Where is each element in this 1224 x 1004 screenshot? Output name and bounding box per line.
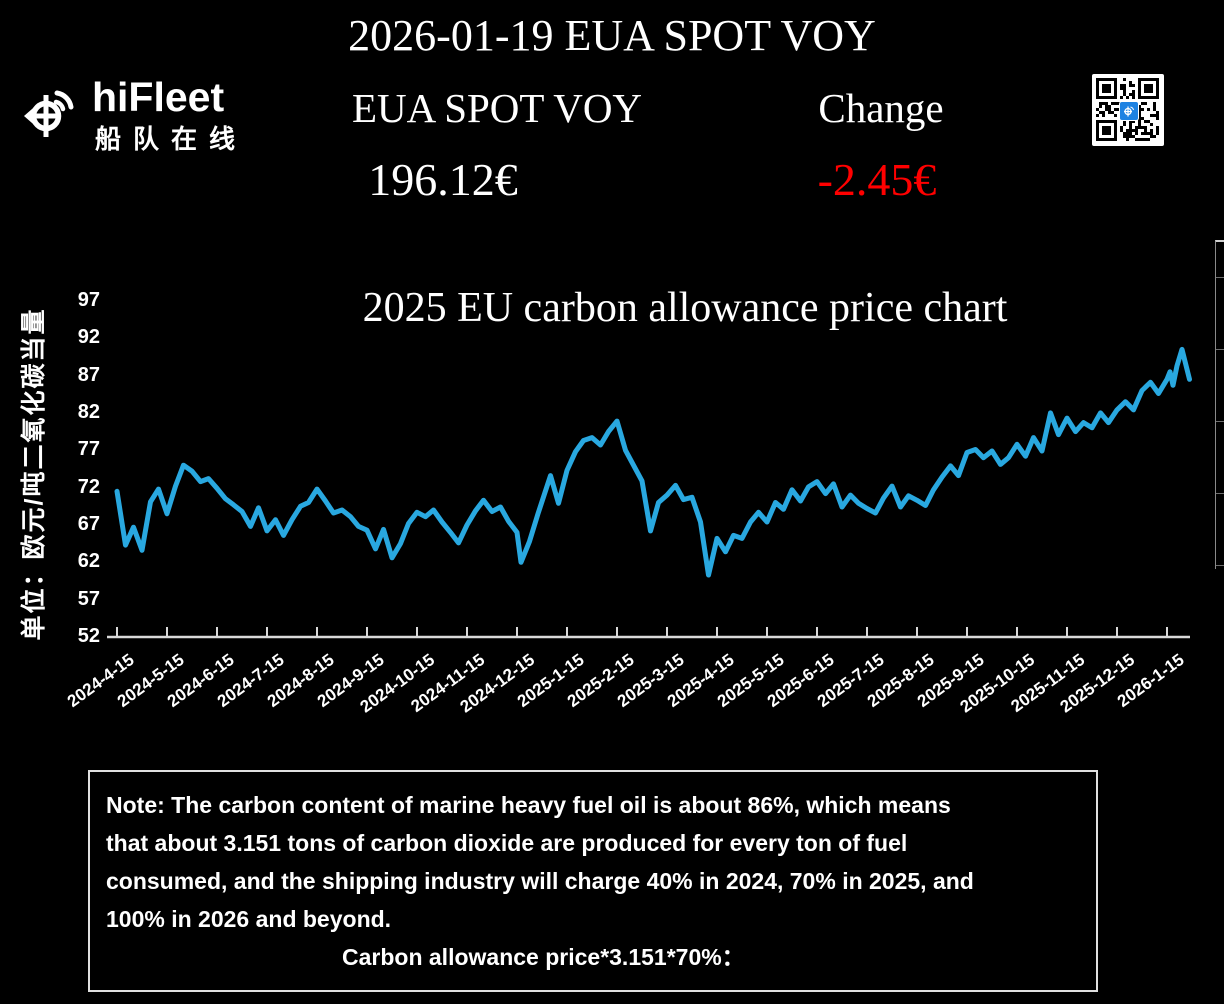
- qr-modules: [1096, 78, 1159, 141]
- price-label: EUA SPOT VOY: [351, 85, 643, 131]
- price-value: 196.12€: [368, 154, 518, 205]
- chart-title: 2025 EU carbon allowance price chart: [362, 285, 1008, 331]
- eua-price-line: [114, 346, 1192, 578]
- panel-row-separator: [1216, 565, 1224, 566]
- y-axis-unit-label: 单位：欧元/吨二氧化碳当量: [20, 307, 48, 641]
- report-title: 2026-01-19 EUA SPOT VOY: [348, 11, 876, 60]
- note-line: that about 3.151 tons of carbon dioxide …: [106, 830, 908, 856]
- note-text: Note: The carbon content of marine heavy…: [106, 786, 1096, 938]
- note-box: Note: The carbon content of marine heavy…: [88, 770, 1098, 992]
- y-tick-label: 87: [77, 363, 100, 386]
- y-tick-label: 97: [77, 288, 100, 311]
- note-line: 100% in 2026 and beyond.: [106, 906, 392, 932]
- panel-row-separator: [1216, 493, 1224, 494]
- clipped-right-panel-edge: [1215, 240, 1224, 569]
- brand-name: hiFleet: [92, 74, 225, 120]
- change-label: Change: [818, 85, 944, 131]
- y-tick-label: 72: [77, 475, 100, 498]
- y-tick-label: 92: [77, 326, 100, 349]
- panel-row-separator: [1216, 277, 1224, 278]
- panel-row-separator: [1216, 349, 1224, 350]
- note-line: consumed, and the shipping industry will…: [106, 868, 974, 894]
- qr-center-logo: [1119, 101, 1139, 121]
- hifleet-logo-icon: [24, 90, 74, 137]
- change-value: -2.45€: [817, 154, 937, 205]
- y-tick-label: 82: [77, 400, 100, 423]
- qr-code: [1092, 74, 1164, 146]
- y-tick-label: 67: [77, 512, 100, 535]
- y-tick-label: 52: [77, 625, 100, 647]
- note-line: Note: The carbon content of marine heavy…: [106, 792, 951, 818]
- formula-line: Carbon allowance price*3.151*70%：: [342, 944, 745, 970]
- y-tick-label: 77: [77, 438, 100, 461]
- brand-name-chinese: 船队在线: [95, 124, 248, 154]
- y-tick-label: 62: [77, 550, 100, 573]
- panel-row-separator: [1216, 421, 1224, 422]
- qr-center-logo-icon: [1124, 106, 1134, 117]
- y-tick-label: 57: [77, 587, 100, 610]
